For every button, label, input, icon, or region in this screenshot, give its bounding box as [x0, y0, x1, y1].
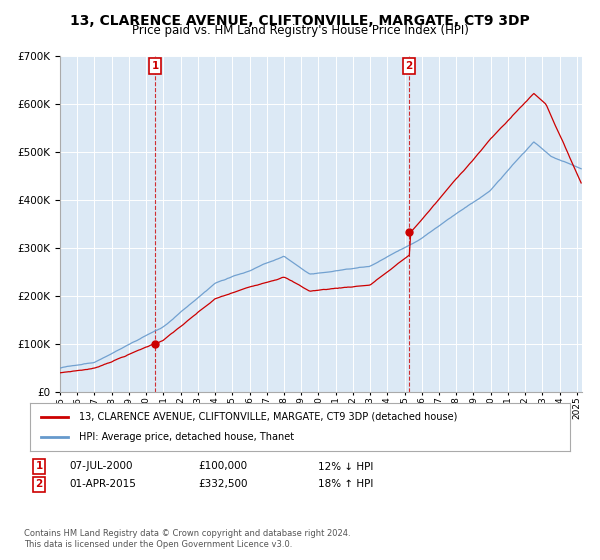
Text: 07-JUL-2000: 07-JUL-2000: [69, 461, 133, 472]
Text: 1: 1: [151, 61, 159, 71]
Text: HPI: Average price, detached house, Thanet: HPI: Average price, detached house, Than…: [79, 432, 294, 442]
Text: 1: 1: [35, 461, 43, 472]
Text: 13, CLARENCE AVENUE, CLIFTONVILLE, MARGATE, CT9 3DP: 13, CLARENCE AVENUE, CLIFTONVILLE, MARGA…: [70, 14, 530, 28]
Text: £100,000: £100,000: [198, 461, 247, 472]
Text: Contains HM Land Registry data © Crown copyright and database right 2024.
This d: Contains HM Land Registry data © Crown c…: [24, 529, 350, 549]
Text: 01-APR-2015: 01-APR-2015: [69, 479, 136, 489]
Text: 2: 2: [35, 479, 43, 489]
Text: 2: 2: [405, 61, 412, 71]
Text: 18% ↑ HPI: 18% ↑ HPI: [318, 479, 373, 489]
Text: £332,500: £332,500: [198, 479, 248, 489]
Text: Price paid vs. HM Land Registry's House Price Index (HPI): Price paid vs. HM Land Registry's House …: [131, 24, 469, 37]
Text: 13, CLARENCE AVENUE, CLIFTONVILLE, MARGATE, CT9 3DP (detached house): 13, CLARENCE AVENUE, CLIFTONVILLE, MARGA…: [79, 412, 457, 422]
Text: 12% ↓ HPI: 12% ↓ HPI: [318, 461, 373, 472]
